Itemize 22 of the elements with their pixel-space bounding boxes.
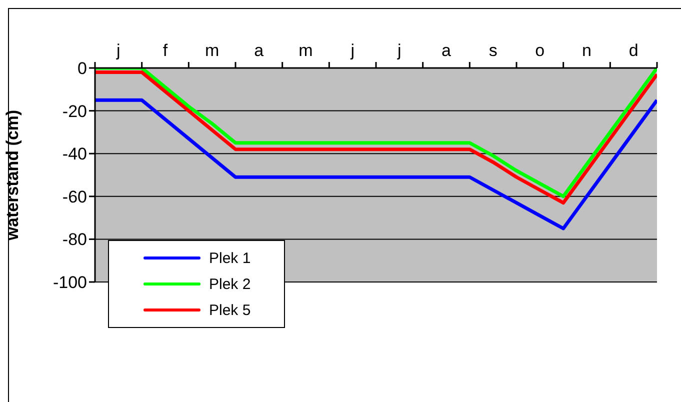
x-tick-label: j — [116, 41, 120, 60]
x-tick-label: m — [204, 41, 220, 60]
x-tick-label: o — [535, 41, 545, 60]
x-tick-label: n — [582, 41, 592, 60]
x-tick-label: s — [488, 41, 498, 60]
x-tick-label: j — [350, 41, 354, 60]
legend-label: Plek 1 — [209, 250, 251, 266]
y-tick-label: -20 — [62, 102, 87, 121]
x-tick-label: j — [396, 41, 402, 60]
y-axis-title: waterstand (cm) — [3, 110, 22, 242]
x-tick-label: m — [298, 41, 313, 60]
y-tick-label: -40 — [62, 144, 87, 164]
y-tick-label: 0 — [78, 59, 87, 78]
x-tick-label: d — [628, 41, 638, 60]
x-tick-label: a — [254, 41, 264, 60]
legend-label: Plek 2 — [209, 276, 251, 292]
y-tick-label: -80 — [62, 230, 87, 250]
y-tick-label: -100 — [52, 273, 87, 292]
legend-label: Plek 5 — [209, 302, 251, 318]
x-tick-label: f — [162, 41, 168, 60]
x-tick-label: a — [442, 41, 452, 60]
y-tick-label: -60 — [62, 187, 87, 206]
